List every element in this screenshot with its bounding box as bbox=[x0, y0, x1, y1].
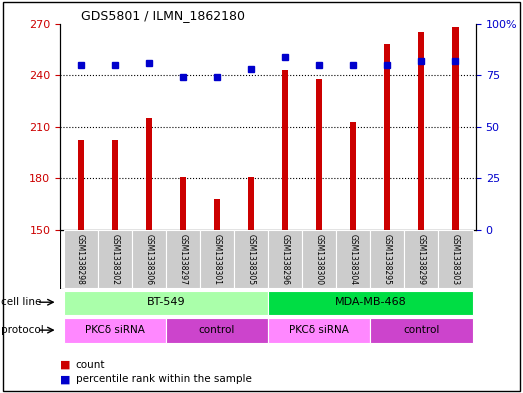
FancyBboxPatch shape bbox=[234, 230, 268, 288]
FancyBboxPatch shape bbox=[336, 230, 370, 288]
FancyBboxPatch shape bbox=[370, 318, 472, 343]
Text: cell line: cell line bbox=[1, 297, 41, 307]
Text: GSM1338299: GSM1338299 bbox=[417, 234, 426, 285]
Text: control: control bbox=[403, 325, 440, 335]
Bar bbox=[77, 140, 84, 230]
Text: GSM1338296: GSM1338296 bbox=[280, 234, 290, 285]
Text: GSM1338301: GSM1338301 bbox=[212, 234, 221, 285]
Text: control: control bbox=[199, 325, 235, 335]
Bar bbox=[384, 44, 390, 230]
Text: percentile rank within the sample: percentile rank within the sample bbox=[76, 374, 252, 384]
FancyBboxPatch shape bbox=[64, 230, 98, 288]
FancyBboxPatch shape bbox=[200, 230, 234, 288]
Bar bbox=[316, 79, 322, 230]
Text: GSM1338304: GSM1338304 bbox=[349, 234, 358, 285]
FancyBboxPatch shape bbox=[268, 318, 370, 343]
Bar bbox=[214, 199, 220, 230]
Bar bbox=[350, 121, 356, 230]
FancyBboxPatch shape bbox=[64, 291, 268, 315]
FancyBboxPatch shape bbox=[132, 230, 166, 288]
FancyBboxPatch shape bbox=[404, 230, 438, 288]
Text: GSM1338300: GSM1338300 bbox=[315, 234, 324, 285]
Text: GSM1338302: GSM1338302 bbox=[110, 234, 119, 285]
FancyBboxPatch shape bbox=[370, 230, 404, 288]
Text: ■: ■ bbox=[60, 374, 71, 384]
Bar bbox=[248, 176, 254, 230]
FancyBboxPatch shape bbox=[166, 318, 268, 343]
FancyBboxPatch shape bbox=[166, 230, 200, 288]
FancyBboxPatch shape bbox=[302, 230, 336, 288]
Bar bbox=[418, 32, 425, 230]
FancyBboxPatch shape bbox=[268, 291, 472, 315]
Text: GSM1338297: GSM1338297 bbox=[178, 234, 187, 285]
Text: GSM1338305: GSM1338305 bbox=[246, 234, 256, 285]
Bar bbox=[146, 118, 152, 230]
FancyBboxPatch shape bbox=[98, 230, 132, 288]
Text: protocol: protocol bbox=[1, 325, 44, 335]
Text: GSM1338295: GSM1338295 bbox=[383, 234, 392, 285]
Text: BT-549: BT-549 bbox=[146, 298, 185, 307]
Text: MDA-MB-468: MDA-MB-468 bbox=[334, 298, 406, 307]
Bar bbox=[282, 70, 288, 230]
Text: GSM1338303: GSM1338303 bbox=[451, 234, 460, 285]
Text: GSM1338298: GSM1338298 bbox=[76, 234, 85, 285]
Text: GDS5801 / ILMN_1862180: GDS5801 / ILMN_1862180 bbox=[81, 9, 245, 22]
Bar bbox=[452, 27, 459, 230]
Text: PKCδ siRNA: PKCδ siRNA bbox=[85, 325, 145, 335]
Text: PKCδ siRNA: PKCδ siRNA bbox=[289, 325, 349, 335]
Text: count: count bbox=[76, 360, 105, 370]
Text: ■: ■ bbox=[60, 360, 71, 370]
Text: GSM1338306: GSM1338306 bbox=[144, 234, 153, 285]
Bar bbox=[180, 176, 186, 230]
Bar bbox=[111, 140, 118, 230]
FancyBboxPatch shape bbox=[438, 230, 472, 288]
FancyBboxPatch shape bbox=[268, 230, 302, 288]
FancyBboxPatch shape bbox=[64, 318, 166, 343]
